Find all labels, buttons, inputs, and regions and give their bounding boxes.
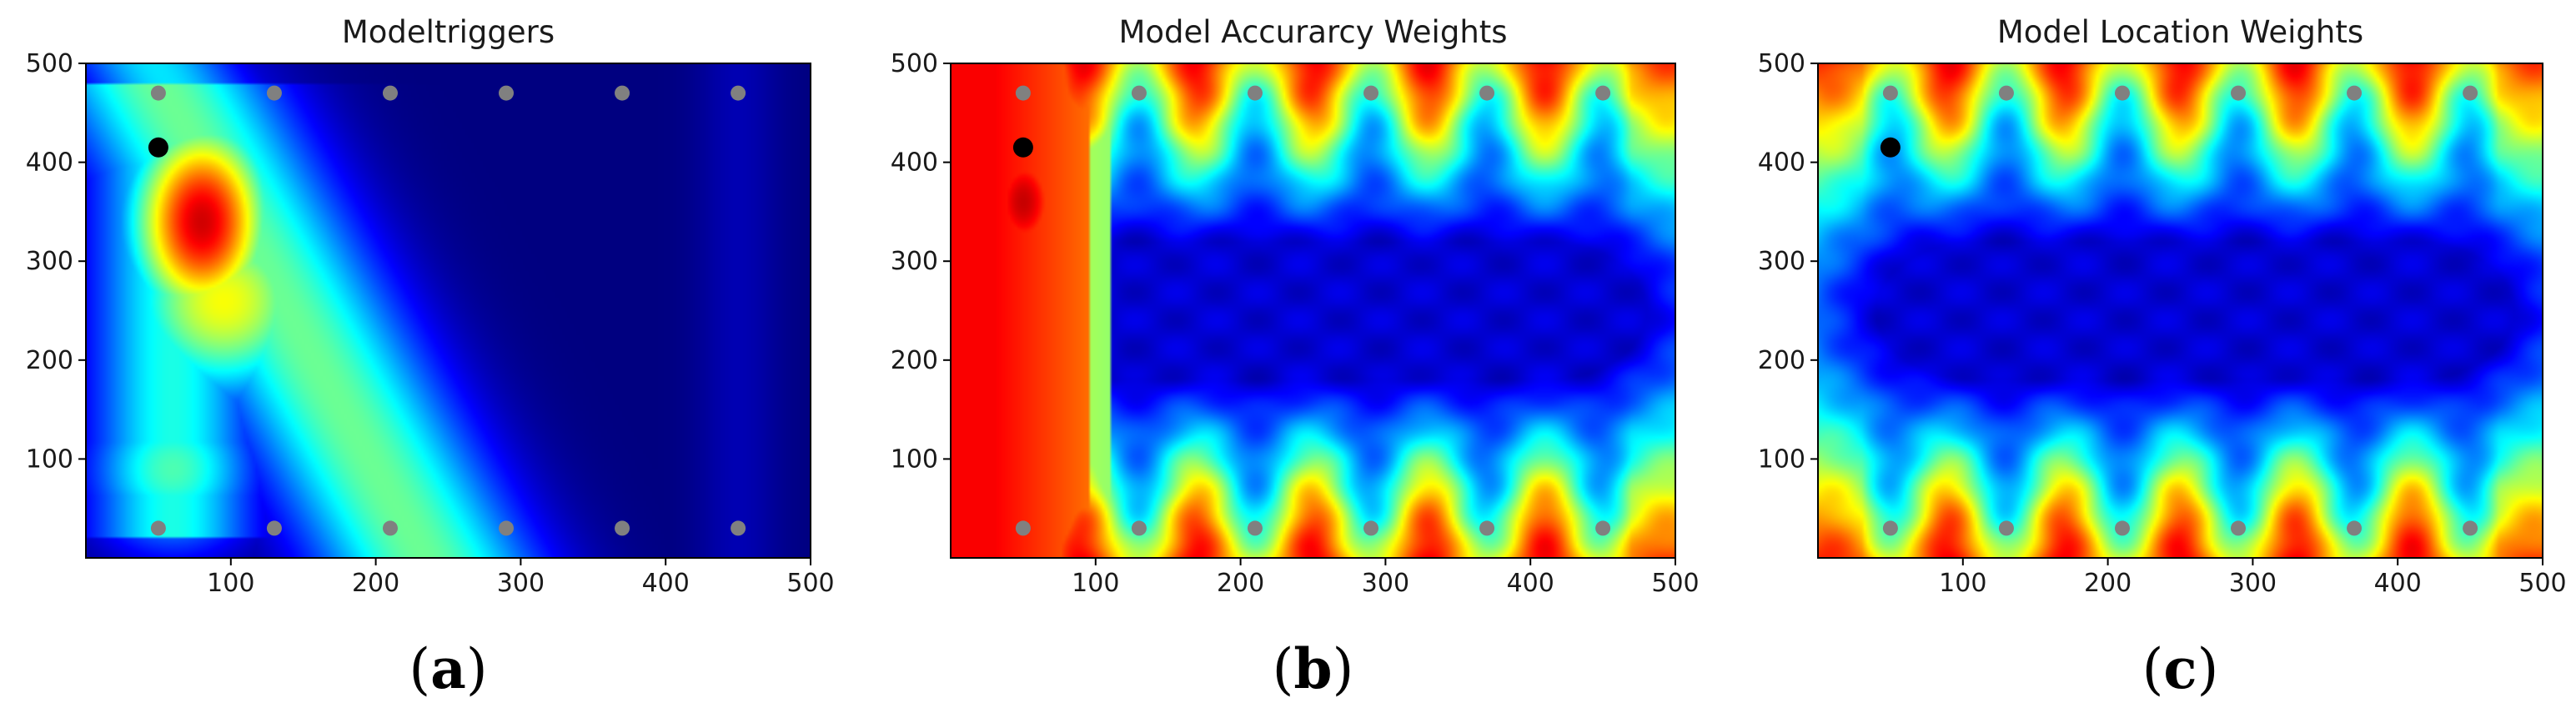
heatmap-image <box>951 63 1675 558</box>
target-point <box>1012 137 1033 158</box>
sensor-point <box>266 520 282 536</box>
sensor-point <box>731 520 746 536</box>
sensor-point <box>2231 520 2247 536</box>
sensor-point <box>382 520 398 536</box>
sensor-point <box>615 520 630 536</box>
sensor-point <box>1998 85 2014 101</box>
panel-title: Model Accurarcy Weights <box>1118 14 1507 50</box>
y-tick-label: 200 <box>891 346 938 375</box>
caption-letter: c <box>2163 636 2197 701</box>
x-tick-label: 500 <box>1651 569 1699 598</box>
sensor-point <box>266 85 282 101</box>
x-tick-label: 100 <box>1939 569 1986 598</box>
x-tick-label: 100 <box>207 569 254 598</box>
y-tick-label: 100 <box>26 444 73 474</box>
sensor-point <box>1479 520 1495 536</box>
caption-letter: a <box>430 636 466 701</box>
sensor-point <box>1882 85 1898 101</box>
sensor-point <box>1131 520 1147 536</box>
y-tick-label: 200 <box>26 346 73 375</box>
panel-b: Model Accurarcy Weights 100 200 300 400 500 10… <box>891 14 1700 701</box>
y-tick-label: 500 <box>891 49 938 78</box>
y-tick-label: 300 <box>26 247 73 276</box>
y-tick-label: 300 <box>1758 247 1805 276</box>
target-point <box>148 137 168 158</box>
sensor-point <box>2231 85 2247 101</box>
y-tick-label: 400 <box>26 148 73 178</box>
sensor-point <box>1363 85 1379 101</box>
x-tick-label: 500 <box>2518 569 2566 598</box>
panel-caption: (a) <box>409 636 487 701</box>
sensor-point <box>2463 85 2478 101</box>
y-tick-label: 300 <box>891 247 938 276</box>
panel-caption: (c) <box>2142 636 2219 701</box>
sensor-point <box>1015 85 1031 101</box>
sensor-point <box>1595 520 1611 536</box>
y-tick-label: 100 <box>891 444 938 474</box>
sensor-point <box>150 520 166 536</box>
sensor-point <box>150 85 166 101</box>
sensor-point <box>1247 85 1263 101</box>
x-tick-label: 300 <box>1362 569 1409 598</box>
sensor-point <box>1363 520 1379 536</box>
panel-c: Model Location Weights 100 200 300 400 500 100… <box>1758 14 2567 701</box>
sensor-point <box>499 520 515 536</box>
sensor-point <box>2347 520 2363 536</box>
y-tick-label: 400 <box>891 148 938 178</box>
target-point <box>1880 137 1901 158</box>
sensor-point <box>499 85 515 101</box>
sensor-point <box>1595 85 1611 101</box>
sensor-point <box>731 85 746 101</box>
y-tick-label: 400 <box>1758 148 1805 178</box>
axes-frame <box>950 63 1676 559</box>
sensor-point <box>2114 85 2130 101</box>
sensor-point <box>1247 520 1263 536</box>
sensor-point <box>1131 85 1147 101</box>
panel-title: Model Location Weights <box>1997 14 2363 50</box>
sensor-point <box>615 85 630 101</box>
y-tick-label: 500 <box>26 49 73 78</box>
sensor-point <box>1998 520 2014 536</box>
panel-caption: (b) <box>1273 636 1354 701</box>
x-tick-label: 300 <box>2229 569 2277 598</box>
x-tick-label: 300 <box>497 569 545 598</box>
axes-frame <box>85 63 811 559</box>
x-tick-label: 100 <box>1072 569 1119 598</box>
x-tick-label: 400 <box>2374 569 2422 598</box>
sensor-point <box>2463 520 2478 536</box>
sensor-point <box>1882 520 1898 536</box>
x-tick-label: 500 <box>786 569 834 598</box>
x-tick-label: 200 <box>352 569 399 598</box>
caption-letter: b <box>1293 636 1332 701</box>
heatmap-image <box>1818 63 2543 558</box>
y-tick-label: 500 <box>1758 49 1805 78</box>
x-tick-label: 400 <box>1507 569 1554 598</box>
y-tick-label: 100 <box>1758 444 1805 474</box>
heatmap-image <box>86 63 811 558</box>
y-tick-label: 200 <box>1758 346 1805 375</box>
x-tick-label: 200 <box>1217 569 1264 598</box>
panel-title: Modeltriggers <box>342 14 555 50</box>
sensor-point <box>1479 85 1495 101</box>
panel-a: Modeltriggers 100 200 300 400 500 100 200 300 400… <box>26 14 835 701</box>
sensor-point <box>2347 85 2363 101</box>
sensor-point <box>2114 520 2130 536</box>
sensor-point <box>1015 520 1031 536</box>
axes-frame <box>1817 63 2543 559</box>
x-tick-label: 200 <box>2084 569 2132 598</box>
x-tick-label: 400 <box>642 569 690 598</box>
sensor-point <box>382 85 398 101</box>
